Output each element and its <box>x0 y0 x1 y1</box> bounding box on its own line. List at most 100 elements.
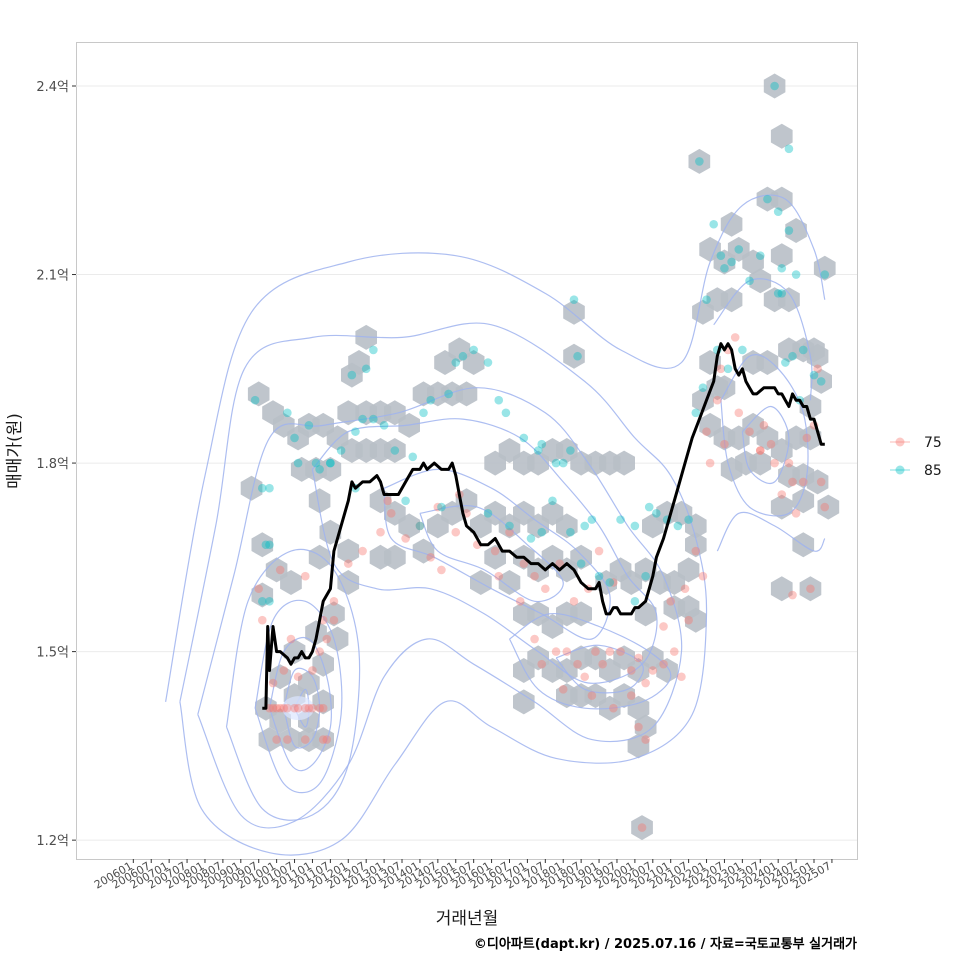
scatter-point-75 <box>788 590 797 600</box>
scatter-point-75 <box>691 546 701 556</box>
scatter-point-75 <box>386 509 396 518</box>
scatter-point-75 <box>322 634 332 644</box>
hexbin-cell <box>251 532 274 558</box>
hexbin-cell <box>770 186 793 212</box>
scatter-point-75 <box>505 527 514 537</box>
scatter-point-85 <box>519 433 529 443</box>
scatter-point-75 <box>816 477 826 487</box>
scatter-point-85 <box>781 358 790 367</box>
hexbin-cell <box>563 343 585 369</box>
scatter-point-75 <box>659 659 668 669</box>
scatter-point-85 <box>537 527 547 537</box>
scatter-point-85 <box>784 226 794 235</box>
density-contour <box>283 667 321 749</box>
scatter-point-75 <box>698 571 708 581</box>
scatter-point-75 <box>730 333 740 342</box>
hexbin-cell <box>280 570 302 595</box>
scatter-point-85 <box>558 458 568 468</box>
scatter-point-85 <box>390 446 400 455</box>
hexbin-cell <box>258 727 281 753</box>
scatter-point-75 <box>315 703 324 713</box>
hexbin-cell <box>770 494 793 520</box>
scatter-point-75 <box>551 647 561 656</box>
scatter-point-85 <box>304 421 314 430</box>
scatter-point-85 <box>419 408 428 418</box>
scatter-point-75 <box>322 735 332 744</box>
scatter-point-75 <box>759 421 769 430</box>
scatter-point-85 <box>816 377 826 386</box>
y-tick-label: 1.2억 <box>36 834 69 849</box>
scatter-point-85 <box>773 207 783 216</box>
scatter-point-85 <box>573 351 582 361</box>
scatter-point-85 <box>326 458 335 468</box>
scatter-point-75 <box>358 546 367 556</box>
scatter-point-75 <box>490 546 500 556</box>
scatter-point-75 <box>813 364 822 374</box>
scatter-point-75 <box>268 703 278 713</box>
density-contour <box>268 636 332 772</box>
grid-lines <box>76 85 857 841</box>
scatter-point-75 <box>530 634 539 644</box>
hexbin-cell <box>688 148 711 174</box>
scatter-point-75 <box>283 735 292 744</box>
scatter-point-85 <box>770 81 779 91</box>
scatter-point-75 <box>272 703 281 713</box>
scatter-point-75 <box>791 509 801 518</box>
hexbin-cell <box>513 689 535 715</box>
scatter-point-85 <box>727 257 736 267</box>
scatter-point-85 <box>569 295 579 304</box>
scatter-point-85 <box>777 263 787 273</box>
scatter-point-75 <box>519 559 529 568</box>
scatter-point-75 <box>300 703 310 713</box>
scatter-point-75 <box>300 571 310 581</box>
scatter-point-85 <box>641 571 650 581</box>
hexbin-cell <box>341 362 363 388</box>
scatter-point-85 <box>773 289 783 298</box>
legend-label: 75 <box>924 435 942 451</box>
scatter-point-85 <box>257 483 267 493</box>
scatter-point-85 <box>788 351 797 361</box>
scatter-point-85 <box>250 395 260 405</box>
scatter-point-75 <box>530 571 539 581</box>
scatter-point-85 <box>257 597 267 606</box>
hexbin-cell <box>251 582 274 608</box>
hexbin-cell <box>813 255 836 281</box>
hexbin-cell <box>337 400 360 426</box>
hexbin-cell <box>412 538 435 564</box>
hexbin-cell <box>341 438 363 463</box>
plot-panel <box>76 42 858 860</box>
scatter-point-75 <box>558 685 568 694</box>
scatter-point-85 <box>526 534 536 543</box>
hexbin-cell <box>685 607 707 633</box>
scatter-point-75 <box>609 578 618 587</box>
hexbin-cell <box>685 532 707 558</box>
scatter-point-75 <box>286 634 296 644</box>
scatter-point-85 <box>494 395 504 405</box>
scatter-point-75 <box>318 703 328 713</box>
scatter-point-75 <box>641 678 650 688</box>
scatter-point-75 <box>777 490 787 499</box>
scatter-point-85 <box>566 527 575 537</box>
hexbin-cell <box>613 450 635 476</box>
scatter-point-85 <box>361 364 371 374</box>
scatter-point-85 <box>415 521 425 531</box>
density-contour <box>419 505 564 603</box>
y-tick-label: 1.8억 <box>36 457 69 472</box>
hexbin-cell <box>713 375 736 401</box>
hexbin-cell <box>799 576 822 602</box>
hexbin-cell <box>337 570 360 595</box>
scatter-point-85 <box>791 270 801 279</box>
scatter-point-85 <box>265 483 274 493</box>
scatter-point-75 <box>820 502 830 512</box>
legend-label: 85 <box>924 463 942 479</box>
y-tick-label: 1.5억 <box>36 646 69 661</box>
density-contour <box>713 278 813 401</box>
scatter-point-75 <box>745 427 754 436</box>
scatter-point-85 <box>702 295 711 304</box>
scatter-point-75 <box>257 615 267 625</box>
hexbin-cell <box>631 815 653 841</box>
hexbin-cell <box>298 670 320 696</box>
scatter-point-75 <box>798 477 808 487</box>
scatter-point-85 <box>501 408 511 418</box>
